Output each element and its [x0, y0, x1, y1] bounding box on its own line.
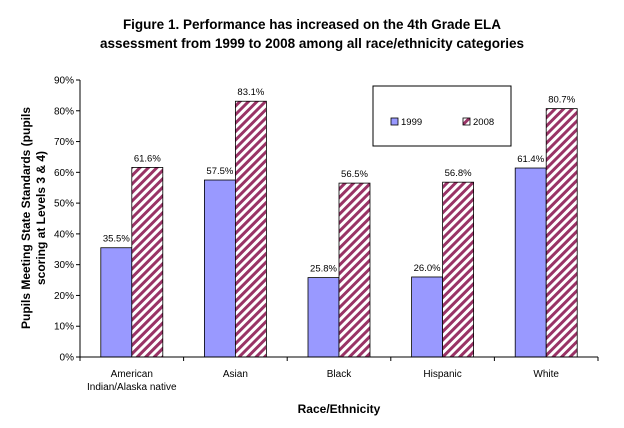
chart-title-line-1: Figure 1. Performance has increased on t… — [123, 17, 501, 32]
data-label-1999: 35.5% — [103, 234, 130, 245]
legend-box — [372, 85, 512, 147]
x-axis-label: Race/Ethnicity — [298, 402, 381, 416]
bar-2008 — [131, 167, 164, 358]
bar-1999 — [411, 276, 444, 358]
data-label-2008: 61.6% — [134, 153, 161, 164]
legend-swatch-2008 — [462, 117, 471, 126]
data-label-2008: 80.7% — [548, 95, 575, 106]
bar-2008 — [234, 100, 267, 358]
data-labels: 35.5% 61.6% 57.5% 83.1% 25.8% 56.5% 26.0% 56.8%… — [103, 87, 576, 274]
data-label-2008: 56.5% — [341, 169, 368, 180]
x-category-label: Hispanic — [423, 369, 461, 380]
x-axis-categories: American Indian/Alaska native Asian Black Hi… — [79, 357, 599, 393]
data-label-1999: 61.4% — [517, 154, 544, 165]
y-tick-label: 90% — [54, 76, 74, 87]
y-axis-ticks: 0% 10% 20% 30% 40% 50% 60% 70% 80% 90% — [54, 76, 80, 364]
y-tick-label: 70% — [54, 137, 74, 148]
data-label-1999: 26.0% — [414, 263, 441, 274]
y-tick-label: 20% — [54, 291, 74, 302]
legend: 1999 2008 — [372, 85, 512, 147]
y-tick-label: 10% — [54, 322, 74, 333]
y-axis-label: Pupils Meeting State Standards (pupils s… — [19, 107, 48, 329]
data-label-1999: 57.5% — [206, 166, 233, 177]
bar-1999 — [100, 247, 133, 358]
x-category-label: Indian/Alaska native — [87, 382, 177, 393]
y-tick-label: 50% — [54, 199, 74, 210]
legend-swatch-1999 — [390, 117, 399, 126]
y-tick-label: 40% — [54, 229, 74, 240]
data-label-2008: 56.8% — [445, 168, 472, 179]
x-category-label: Asian — [223, 369, 248, 380]
bar-2008 — [442, 181, 475, 358]
y-tick-label: 80% — [54, 106, 74, 117]
chart-title-line-2: assessment from 1999 to 2008 among all r… — [100, 36, 524, 51]
data-label-2008: 83.1% — [237, 87, 264, 98]
bar-1999 — [307, 277, 340, 358]
bar-2008 — [338, 182, 371, 358]
x-category-label: White — [533, 369, 559, 380]
y-tick-label: 30% — [54, 260, 74, 271]
legend-label-2008: 2008 — [473, 117, 494, 128]
x-category-label: Black — [327, 369, 352, 380]
bar-2008 — [545, 108, 578, 358]
data-label-1999: 25.8% — [310, 264, 337, 275]
bar-1999 — [203, 179, 236, 358]
y-axis-label-line-2: scoring at Levels 3 & 4) — [34, 151, 48, 285]
legend-label-1999: 1999 — [401, 117, 422, 128]
y-tick-label: 0% — [60, 353, 75, 364]
bar-1999 — [514, 167, 547, 358]
y-axis-label-line-1: Pupils Meeting State Standards (pupils — [19, 107, 33, 329]
x-category-label: American — [111, 369, 153, 380]
y-tick-label: 60% — [54, 168, 74, 179]
